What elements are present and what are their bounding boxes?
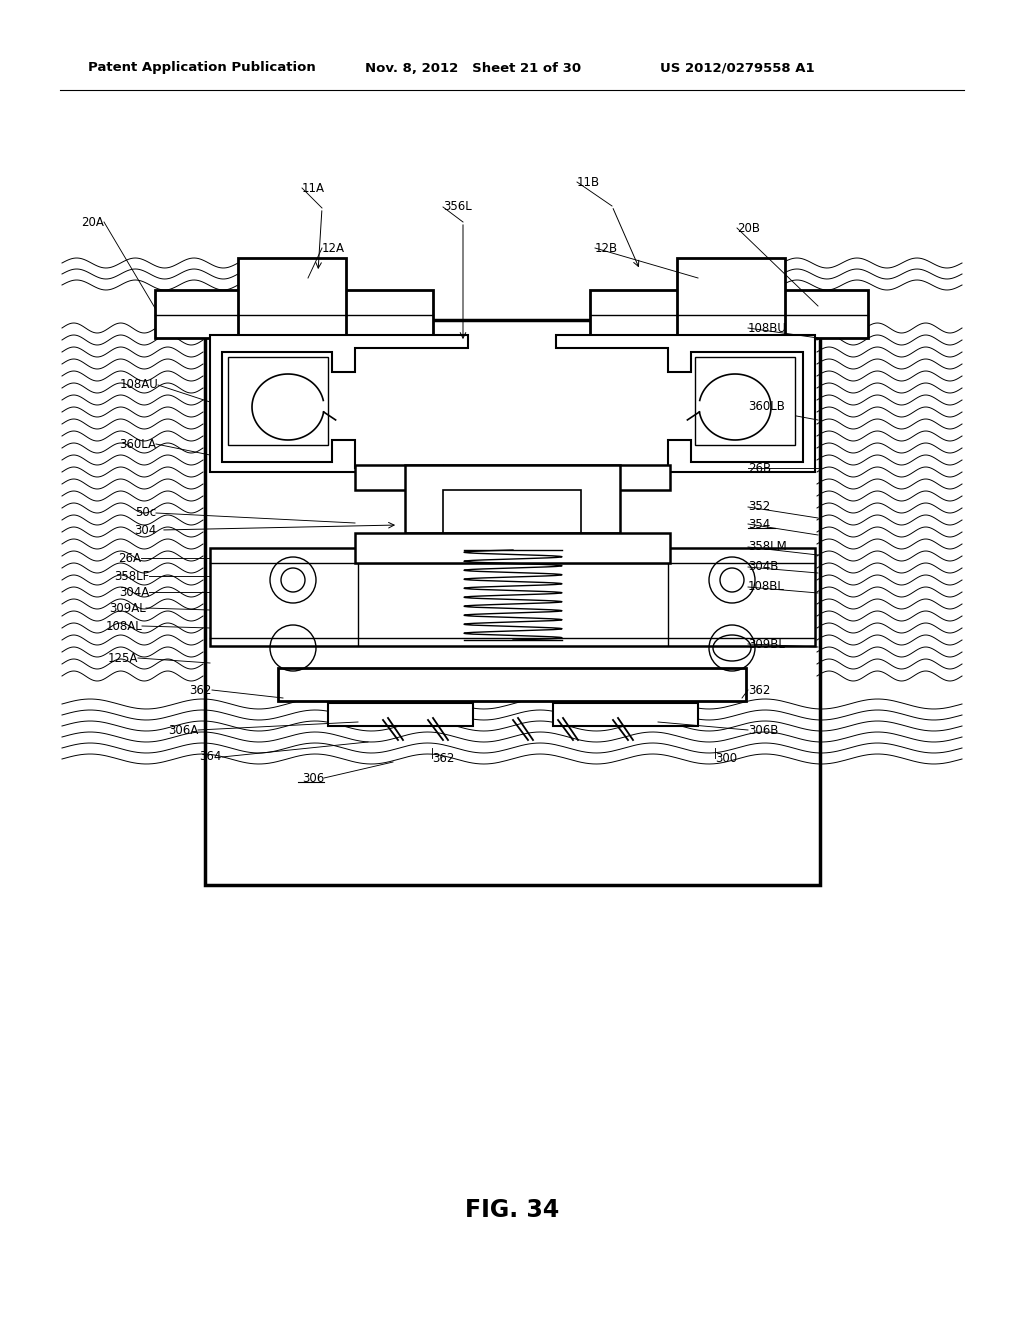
Polygon shape xyxy=(210,335,468,473)
Text: 309BL: 309BL xyxy=(748,638,784,651)
Bar xyxy=(443,490,581,533)
Bar xyxy=(355,533,670,564)
Text: 358LF: 358LF xyxy=(114,569,150,582)
Bar xyxy=(677,257,785,337)
Bar xyxy=(210,548,815,645)
Text: 304: 304 xyxy=(134,524,156,536)
Text: 108BU: 108BU xyxy=(748,322,786,334)
Text: 304B: 304B xyxy=(748,561,778,573)
Text: 306B: 306B xyxy=(748,723,778,737)
Text: 108AU: 108AU xyxy=(119,379,158,392)
Text: 356L: 356L xyxy=(443,201,472,214)
Bar xyxy=(228,356,328,445)
Bar xyxy=(278,668,746,701)
Text: 20B: 20B xyxy=(737,222,760,235)
Text: Patent Application Publication: Patent Application Publication xyxy=(88,62,315,74)
Text: 352: 352 xyxy=(748,500,770,513)
Text: 20A: 20A xyxy=(81,215,104,228)
Text: 360LA: 360LA xyxy=(119,437,156,450)
Bar xyxy=(205,319,820,884)
Bar xyxy=(328,704,473,726)
Text: 26B: 26B xyxy=(748,462,771,474)
Bar xyxy=(238,257,346,337)
Text: US 2012/0279558 A1: US 2012/0279558 A1 xyxy=(660,62,815,74)
Text: 362: 362 xyxy=(432,751,455,764)
Text: Nov. 8, 2012   Sheet 21 of 30: Nov. 8, 2012 Sheet 21 of 30 xyxy=(365,62,582,74)
Text: 125A: 125A xyxy=(108,652,138,664)
Bar xyxy=(406,465,620,533)
Text: 354: 354 xyxy=(748,517,770,531)
Text: 306: 306 xyxy=(302,771,324,784)
Text: 108AL: 108AL xyxy=(105,619,142,632)
Text: 11B: 11B xyxy=(577,176,600,189)
Text: 362: 362 xyxy=(189,684,212,697)
Text: 309AL: 309AL xyxy=(110,602,146,615)
Bar xyxy=(355,465,670,490)
Bar xyxy=(695,356,795,445)
Text: 304A: 304A xyxy=(119,586,150,598)
Bar xyxy=(155,290,433,338)
Text: 358LM: 358LM xyxy=(748,540,786,553)
Bar xyxy=(553,704,698,726)
Text: 11A: 11A xyxy=(302,181,325,194)
Bar xyxy=(590,290,868,338)
Text: 364: 364 xyxy=(200,751,222,763)
Text: 108BL: 108BL xyxy=(748,581,784,594)
Text: 360LB: 360LB xyxy=(748,400,784,413)
Text: FIG. 34: FIG. 34 xyxy=(465,1199,559,1222)
Text: 50c: 50c xyxy=(135,507,156,520)
Text: 362: 362 xyxy=(748,684,770,697)
Polygon shape xyxy=(556,335,815,473)
Text: 300: 300 xyxy=(715,751,737,764)
Text: 12A: 12A xyxy=(322,242,345,255)
Text: 26A: 26A xyxy=(118,552,141,565)
Text: 306A: 306A xyxy=(168,723,198,737)
Text: 12B: 12B xyxy=(595,242,618,255)
